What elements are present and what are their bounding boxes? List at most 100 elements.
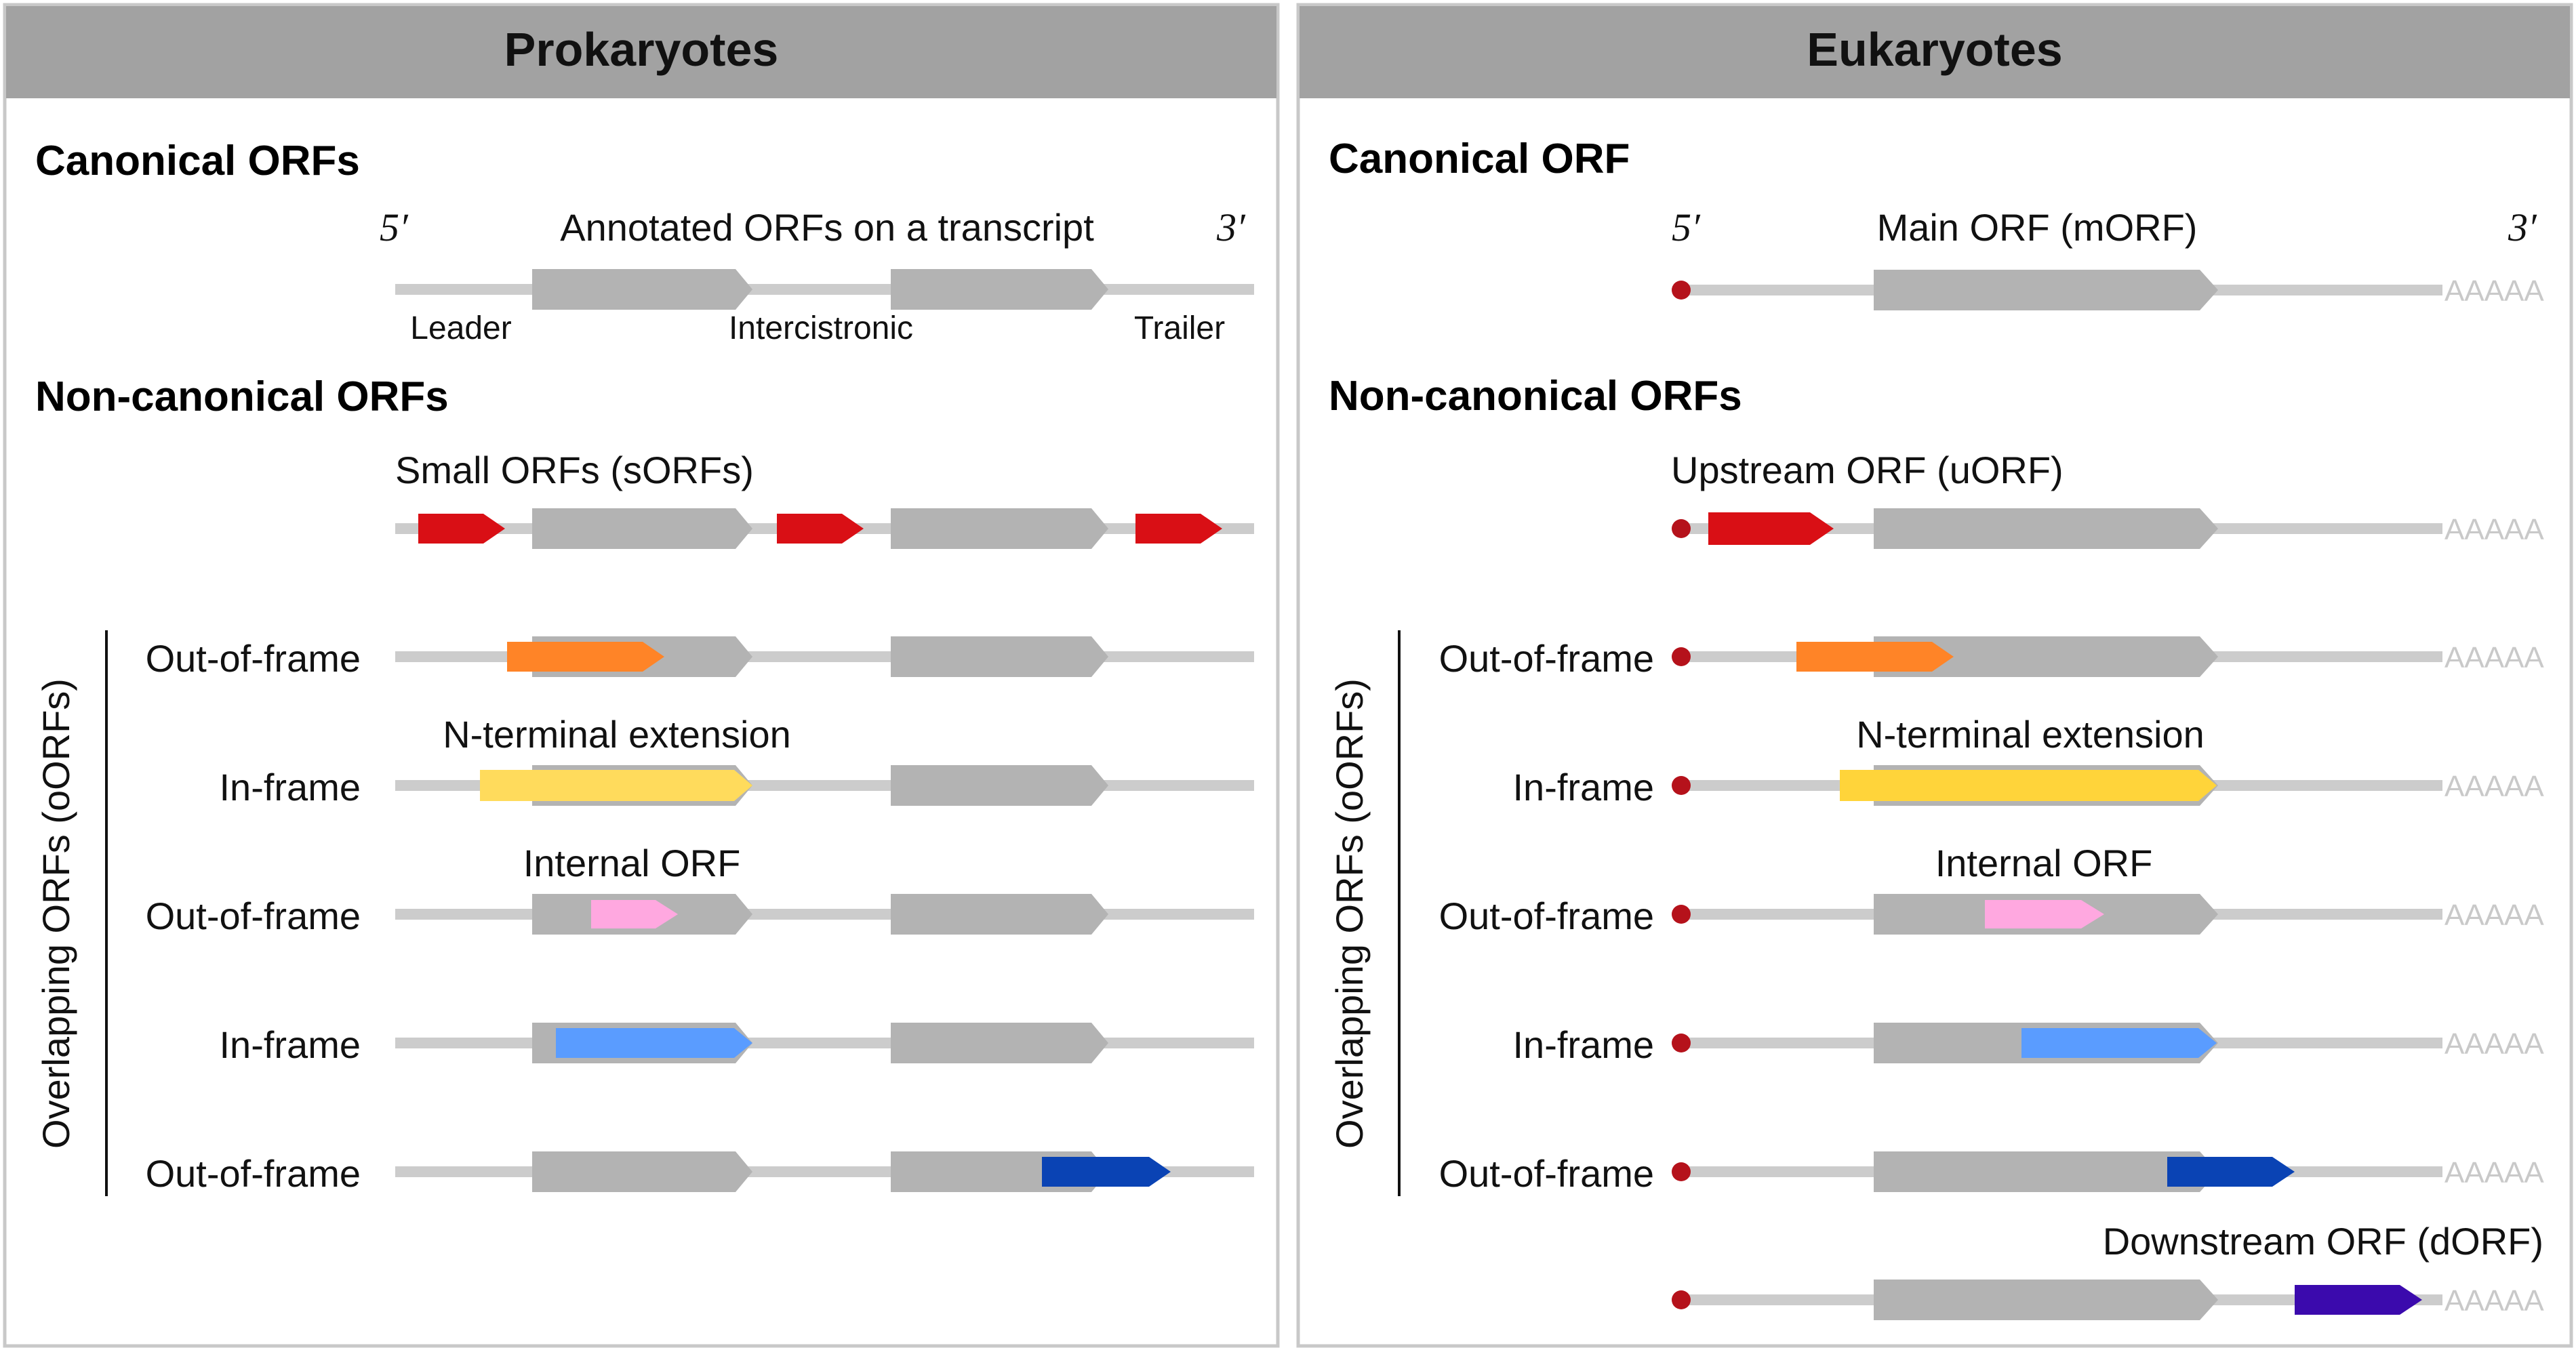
n-terminal-extension-orf	[1840, 770, 2217, 801]
left-three-prime: 3′	[1216, 205, 1246, 249]
left-row-2-transcript	[395, 765, 1254, 806]
annotated-orf-1	[532, 508, 752, 549]
right-uorf-label: Upstream ORF (uORF)	[1671, 449, 2064, 491]
left-canonical-transcript	[395, 269, 1254, 310]
left-row-label-1: Out-of-frame	[146, 637, 361, 680]
small-orf-intercistronic	[777, 514, 864, 544]
left-canonical-title: Canonical ORFs	[35, 138, 360, 184]
annotated-orf-1	[532, 269, 752, 310]
left-trailer-label: Trailer	[1134, 310, 1225, 346]
uorf	[1708, 512, 1834, 545]
left-row-5-transcript	[395, 1151, 1254, 1192]
left-row-label-5: Out-of-frame	[146, 1152, 361, 1195]
right-uorf-transcript: AAAAA	[1672, 508, 2544, 549]
main-orf	[1874, 1151, 2218, 1192]
transcript-line	[395, 909, 1254, 920]
n-terminal-extension-orf	[480, 770, 752, 801]
annotated-orf-2	[891, 636, 1108, 677]
right-row-3-annotation: Internal ORF	[1935, 842, 2153, 884]
left-row-label-4: In-frame	[220, 1023, 361, 1066]
out-of-frame-orf	[507, 642, 664, 672]
left-row-3-annotation: Internal ORF	[523, 842, 741, 884]
transcript-line	[395, 284, 1254, 295]
right-canonical-transcript: AAAAA	[1672, 270, 2544, 310]
annotated-orf-2	[891, 894, 1108, 935]
right-canonical-title: Canonical ORF	[1329, 136, 1630, 182]
right-dorf-label: Downstream ORF (dORF)	[2103, 1220, 2543, 1263]
cap-icon	[1672, 647, 1691, 666]
annotated-orf-2	[891, 765, 1108, 806]
polya-tail: AAAAA	[2444, 1027, 2544, 1061]
left-row-2-annotation: N-terminal extension	[443, 713, 791, 756]
right-row-2-transcript: AAAAA	[1672, 765, 2544, 806]
annotated-orf-2	[891, 508, 1108, 549]
cap-icon	[1672, 281, 1691, 300]
right-row-5-transcript: AAAAA	[1672, 1151, 2544, 1192]
main-orf	[1874, 508, 2218, 549]
left-oorf-bracket-label: Overlapping ORFs (oORFs)	[35, 678, 77, 1149]
cap-icon	[1672, 1290, 1691, 1309]
right-three-prime: 3′	[2508, 205, 2537, 249]
left-row-3-transcript	[395, 894, 1254, 935]
internal-orf	[591, 900, 678, 928]
annotated-orf-1	[532, 1151, 752, 1192]
out-of-frame-c-orf	[1042, 1157, 1171, 1187]
left-row-4-transcript	[395, 1023, 1254, 1063]
left-sorfs-transcript	[395, 508, 1254, 549]
right-row-1-transcript: AAAAA	[1672, 636, 2544, 677]
polya-tail: AAAAA	[2444, 1284, 2544, 1317]
cap-icon	[1672, 905, 1691, 924]
polya-tail: AAAAA	[2444, 641, 2544, 674]
right-row-label-5: Out-of-frame	[1439, 1152, 1654, 1195]
left-intercistronic-label: Intercistronic	[729, 310, 913, 346]
right-panel-header-bg	[1300, 6, 2570, 98]
main-orf	[1874, 636, 2218, 677]
small-orf-trailer	[1135, 514, 1222, 544]
left-sorfs-label: Small ORFs (sORFs)	[395, 449, 754, 491]
cap-icon	[1672, 1034, 1691, 1052]
main-orf	[1874, 270, 2218, 310]
annotated-orf-2	[891, 1023, 1108, 1063]
right-five-prime: 5′	[1672, 205, 1701, 249]
left-panel-header-bg	[6, 6, 1276, 98]
out-of-frame-orf	[1796, 642, 1954, 672]
left-row-1-transcript	[395, 636, 1254, 677]
dorf	[2295, 1285, 2422, 1315]
right-row-3-transcript: AAAAA	[1672, 894, 2544, 935]
right-dorf-transcript: AAAAA	[1672, 1280, 2544, 1320]
left-panel-header: Prokaryotes	[504, 23, 779, 76]
right-row-label-3: Out-of-frame	[1439, 895, 1654, 937]
main-orf	[1874, 1280, 2218, 1320]
cap-icon	[1672, 519, 1691, 538]
left-row-label-3: Out-of-frame	[146, 895, 361, 937]
out-of-frame-c-orf	[2167, 1157, 2295, 1187]
polya-tail: AAAAA	[2444, 274, 2544, 308]
right-oorf-bracket-label: Overlapping ORFs (oORFs)	[1328, 678, 1371, 1149]
cap-icon	[1672, 1162, 1691, 1181]
in-frame-internal-orf	[556, 1028, 752, 1058]
right-noncanonical-title: Non-canonical ORFs	[1329, 373, 1742, 420]
in-frame-internal-orf	[2021, 1028, 2217, 1058]
right-row-4-transcript: AAAAA	[1672, 1023, 2544, 1063]
right-main-label: Main ORF (mORF)	[1877, 206, 2198, 249]
annotated-orf-2	[891, 269, 1108, 310]
polya-tail: AAAAA	[2444, 899, 2544, 932]
right-row-label-4: In-frame	[1513, 1023, 1655, 1066]
left-five-prime: 5′	[380, 205, 409, 249]
cap-icon	[1672, 776, 1691, 795]
left-row-label-2: In-frame	[220, 766, 361, 809]
right-row-label-1: Out-of-frame	[1439, 637, 1654, 680]
right-row-label-2: In-frame	[1513, 766, 1655, 809]
left-leader-label: Leader	[410, 310, 511, 346]
left-noncanonical-title: Non-canonical ORFs	[35, 373, 449, 420]
polya-tail: AAAAA	[2444, 770, 2544, 803]
right-row-2-annotation: N-terminal extension	[1856, 713, 2205, 756]
transcript-line	[395, 1038, 1254, 1048]
small-orf-leader	[418, 514, 505, 544]
polya-tail: AAAAA	[2444, 1156, 2544, 1189]
left-annotated-label: Annotated ORFs on a transcript	[560, 206, 1094, 249]
internal-orf	[1985, 900, 2104, 928]
polya-tail: AAAAA	[2444, 513, 2544, 546]
right-panel-header: Eukaryotes	[1807, 23, 2062, 76]
